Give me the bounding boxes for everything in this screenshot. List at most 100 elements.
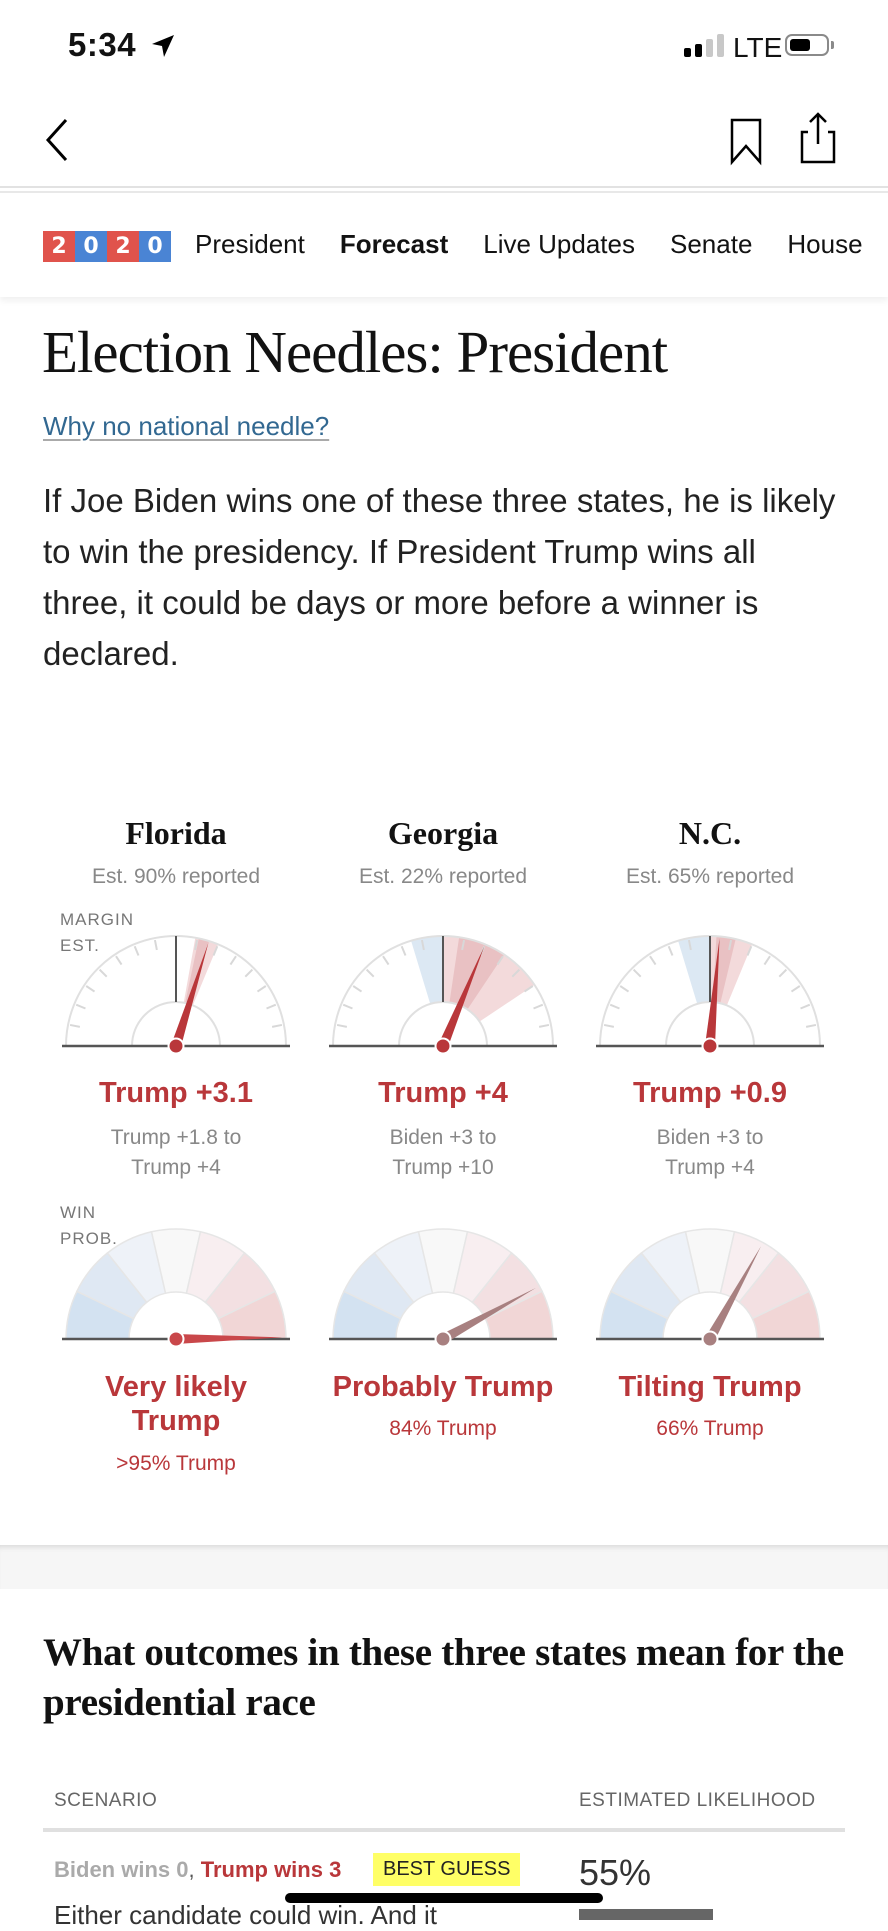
gauge-tick bbox=[229, 955, 237, 966]
needle-hub bbox=[701, 1330, 719, 1348]
win-prob-gauge-label: WIN PROB. bbox=[60, 1200, 118, 1252]
why-no-national-needle-link[interactable]: Why no national needle? bbox=[43, 411, 330, 441]
gauge-tick bbox=[98, 968, 108, 978]
state-name: N.C. bbox=[678, 815, 742, 851]
range-line: Biden +3 to bbox=[656, 1126, 764, 1149]
gauge-tick bbox=[649, 955, 657, 966]
nav-item-live-updates[interactable]: Live Updates bbox=[483, 229, 635, 259]
gauge-tick bbox=[728, 939, 733, 951]
gauge-tick bbox=[619, 985, 630, 993]
needle bbox=[438, 946, 485, 1048]
gauge-tick bbox=[75, 1003, 86, 1010]
outcomes-title: What outcomes in these three states mean… bbox=[43, 1631, 844, 1724]
column-header-scenario: SCENARIO bbox=[54, 1790, 158, 1811]
win-prob-value: >95% Trump bbox=[116, 1452, 236, 1475]
gauge-tick bbox=[400, 945, 407, 956]
logo-digit: 2 bbox=[107, 231, 139, 262]
likelihood-bar-fill bbox=[579, 1909, 714, 1920]
win-prob-gauge bbox=[62, 1228, 290, 1348]
lede-paragraph: If Joe Biden wins one of these three sta… bbox=[43, 482, 836, 672]
gauge-tick bbox=[194, 939, 199, 951]
gauge-tick bbox=[687, 939, 692, 951]
gauge-tick bbox=[609, 1003, 620, 1010]
gauge-tick bbox=[790, 985, 801, 993]
win-prob-gauge bbox=[596, 1228, 824, 1348]
uncertainty-band-core bbox=[185, 938, 210, 1005]
nav-item-president[interactable]: President bbox=[195, 229, 305, 259]
gauge-tick bbox=[336, 1023, 348, 1028]
app-nav-bar bbox=[0, 96, 888, 188]
nav-item-senate[interactable]: Senate bbox=[670, 229, 753, 259]
scenario-description: Either candidate could win. And it bbox=[54, 1900, 438, 1930]
chevron-left-icon[interactable] bbox=[40, 116, 74, 164]
uncertainty-band-biden bbox=[411, 936, 443, 1004]
gauge-tick bbox=[365, 968, 375, 978]
state-name: Georgia bbox=[387, 815, 499, 851]
win-prob-label: Tilting Trump bbox=[618, 1371, 802, 1403]
margin-gauge bbox=[596, 935, 824, 1055]
gauge-tick bbox=[746, 945, 753, 956]
gauge-tick bbox=[212, 945, 219, 956]
nav-item-forecast[interactable]: Forecast bbox=[339, 229, 449, 259]
logo-digit: 0 bbox=[139, 231, 171, 262]
section-nav: 2 0 2 0 President Forecast Live Updates … bbox=[0, 193, 888, 297]
bookmark-icon[interactable] bbox=[728, 116, 764, 166]
state-name: Florida bbox=[125, 815, 227, 851]
gauge-tick bbox=[511, 968, 521, 978]
divider bbox=[0, 186, 888, 188]
margin-range: Biden +3 to Trump +4 bbox=[577, 1123, 843, 1183]
logo-digit: 2 bbox=[43, 231, 75, 262]
share-icon[interactable] bbox=[798, 110, 838, 166]
scenario-separator: , bbox=[188, 1857, 195, 1882]
likelihood-bar bbox=[579, 1909, 823, 1920]
gauge-tick bbox=[763, 955, 771, 966]
status-bar: 5:34 LTE bbox=[0, 0, 888, 96]
gauge-label-line: MARGIN bbox=[60, 910, 134, 929]
gauge-tick bbox=[667, 945, 674, 956]
gauge-label-line: EST. bbox=[60, 936, 100, 955]
scenario-biden: Biden wins 0 bbox=[54, 1857, 189, 1882]
nav-item-house[interactable]: House bbox=[787, 229, 863, 259]
divider bbox=[0, 191, 888, 193]
uncertainty-band-biden bbox=[678, 936, 710, 1004]
gauge-tick bbox=[603, 1023, 615, 1028]
needle-hub bbox=[701, 1037, 719, 1055]
range-line: Trump +1.8 to bbox=[110, 1126, 242, 1149]
margin-gauge bbox=[329, 935, 557, 1055]
scenario-trump: Trump wins 3 bbox=[200, 1857, 342, 1882]
margin-estimate: Trump +0.9 bbox=[633, 1077, 787, 1109]
gauge-tick bbox=[382, 955, 390, 966]
range-line: Trump +10 bbox=[392, 1156, 494, 1179]
gauge-tick bbox=[800, 1003, 811, 1010]
margin-range: Trump +1.8 to Trump +4 bbox=[43, 1123, 309, 1183]
gauge-tick bbox=[533, 1003, 544, 1010]
home-indicator[interactable] bbox=[285, 1893, 603, 1903]
margin-gauge bbox=[62, 935, 290, 1055]
gauge-tick bbox=[244, 968, 254, 978]
gauge-tick bbox=[153, 939, 158, 951]
margin-range: Biden +3 to Trump +10 bbox=[310, 1123, 576, 1183]
election-2020-logo[interactable]: 2 0 2 0 bbox=[43, 231, 171, 262]
gauge-label-line: PROB. bbox=[60, 1229, 118, 1248]
needle-hub bbox=[434, 1037, 452, 1055]
signal-icon bbox=[684, 34, 724, 57]
battery-nub bbox=[831, 41, 834, 49]
range-line: Biden +3 to bbox=[389, 1126, 497, 1149]
win-prob-gauge bbox=[329, 1228, 557, 1348]
gauge-tick bbox=[85, 985, 96, 993]
range-line: Trump +4 bbox=[665, 1156, 755, 1179]
gauge-label-line: WIN bbox=[60, 1203, 97, 1222]
reported-estimate: Est. 65% reported bbox=[625, 865, 795, 888]
likelihood-value: 55% bbox=[579, 1852, 652, 1893]
reported-estimate: Est. 22% reported bbox=[358, 865, 528, 888]
margin-estimate: Trump +3.1 bbox=[99, 1077, 253, 1109]
gauge-tick bbox=[69, 1023, 81, 1028]
gauge-tick bbox=[461, 939, 466, 951]
margin-gauge-label: MARGIN EST. bbox=[60, 907, 134, 959]
gauge-tick bbox=[632, 968, 642, 978]
gauge-tick bbox=[496, 955, 504, 966]
gauge-tick bbox=[256, 985, 267, 993]
gauge-tick bbox=[115, 955, 123, 966]
needle bbox=[175, 1334, 282, 1344]
win-prob-label: Probably Trump bbox=[332, 1371, 554, 1403]
